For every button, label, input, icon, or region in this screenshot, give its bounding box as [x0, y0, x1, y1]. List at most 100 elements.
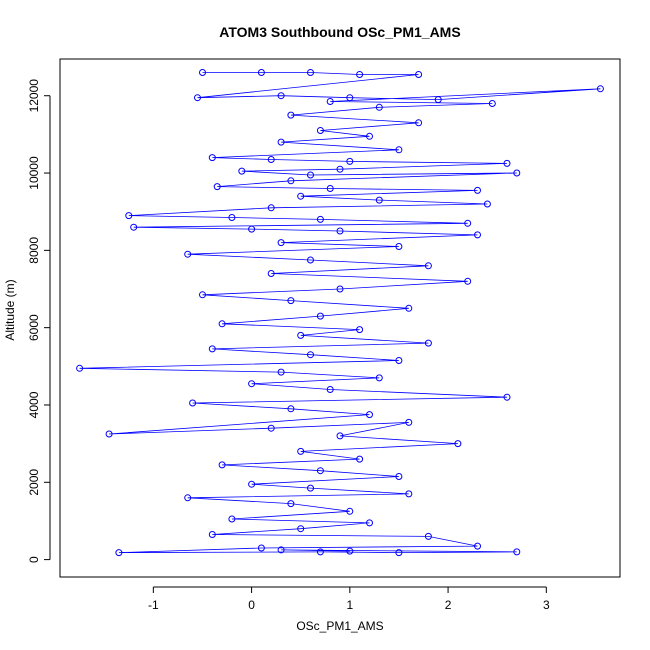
data-point	[307, 171, 314, 179]
data-point	[336, 432, 344, 440]
data-point	[316, 127, 324, 134]
data-point	[424, 339, 432, 347]
data-point	[287, 500, 295, 508]
y-tick-label: 12000	[27, 79, 41, 113]
data-point	[287, 297, 295, 305]
data-point	[356, 71, 364, 78]
data-point	[184, 250, 192, 258]
data-point	[395, 243, 403, 250]
data-point	[228, 214, 236, 221]
data-point	[454, 440, 462, 448]
data-point	[513, 169, 521, 177]
data-point	[424, 262, 432, 270]
data-point	[415, 71, 423, 78]
data-point	[316, 467, 324, 475]
data-point	[257, 544, 265, 552]
chart-title: ATOM3 Southbound OSc_PM1_AMS	[219, 24, 460, 40]
data-point	[267, 204, 275, 212]
data-point	[307, 69, 314, 76]
x-axis: -1 0 1 2 3	[148, 586, 550, 612]
data-point	[297, 447, 305, 455]
data-point	[277, 239, 285, 247]
data-point	[307, 484, 314, 492]
data-point	[395, 146, 403, 154]
series-line	[79, 72, 601, 553]
data-point	[297, 525, 305, 533]
plot-frame	[59, 58, 621, 578]
data-point	[474, 231, 481, 239]
data-point	[287, 111, 295, 119]
data-point	[248, 480, 256, 488]
data-point	[277, 368, 285, 376]
data-point	[434, 96, 442, 104]
x-tick-label: 2	[445, 598, 452, 612]
data-point	[366, 411, 373, 419]
data-point	[326, 386, 334, 393]
data-point	[316, 312, 324, 320]
data-point	[277, 92, 285, 100]
data-point	[184, 494, 192, 502]
y-axis-label: Altitude (m)	[3, 279, 17, 340]
data-point	[375, 103, 383, 111]
data-point	[130, 223, 138, 231]
data-point	[297, 192, 305, 200]
data-point	[474, 186, 481, 194]
data-point	[257, 69, 265, 76]
data-point	[375, 196, 383, 204]
data-point	[208, 345, 216, 353]
data-point	[326, 185, 334, 192]
data-point	[356, 326, 364, 334]
y-tick-label: 0	[27, 556, 41, 563]
data-point	[503, 159, 511, 167]
data-point	[208, 154, 216, 162]
data-point	[483, 200, 491, 208]
data-point	[503, 393, 511, 401]
data-point	[125, 212, 133, 220]
data-point	[464, 219, 472, 227]
data-point	[336, 227, 344, 235]
data-point	[238, 167, 246, 175]
data-point	[76, 364, 84, 372]
data-point	[213, 183, 221, 191]
data-point	[326, 98, 334, 105]
data-point	[474, 542, 481, 550]
data-point	[267, 424, 275, 432]
data-point	[424, 532, 432, 540]
x-tick-label: 3	[543, 598, 550, 612]
data-point	[405, 490, 413, 498]
data-point	[199, 69, 206, 76]
data-point	[395, 473, 403, 480]
data-point	[336, 165, 344, 173]
x-tick-label: 1	[346, 598, 353, 612]
y-axis: 0 2000 4000 6000 8000 10000 12000	[27, 79, 51, 563]
data-point	[395, 357, 403, 364]
data-point	[596, 85, 604, 93]
data-point	[218, 461, 226, 469]
data-point	[218, 320, 226, 328]
data-point	[405, 418, 413, 426]
data-point	[208, 531, 216, 538]
y-tick-label: 10000	[27, 156, 41, 190]
data-point	[267, 156, 275, 163]
data-point	[513, 548, 521, 556]
data-point	[366, 519, 373, 527]
x-tick-label: -1	[148, 598, 159, 612]
data-point	[189, 399, 197, 407]
data-point	[356, 455, 364, 463]
data-point	[346, 157, 354, 165]
data-point	[375, 374, 383, 382]
data-point	[316, 548, 324, 556]
data-point	[336, 285, 344, 293]
data-point	[366, 132, 373, 140]
data-point	[346, 94, 354, 102]
data-point	[464, 277, 472, 285]
data-point	[488, 100, 496, 107]
y-tick-label: 6000	[27, 314, 41, 341]
data-point	[405, 304, 413, 312]
data-point	[297, 331, 305, 339]
data-point	[199, 291, 206, 299]
data-point	[307, 256, 314, 264]
data-point	[105, 430, 113, 438]
